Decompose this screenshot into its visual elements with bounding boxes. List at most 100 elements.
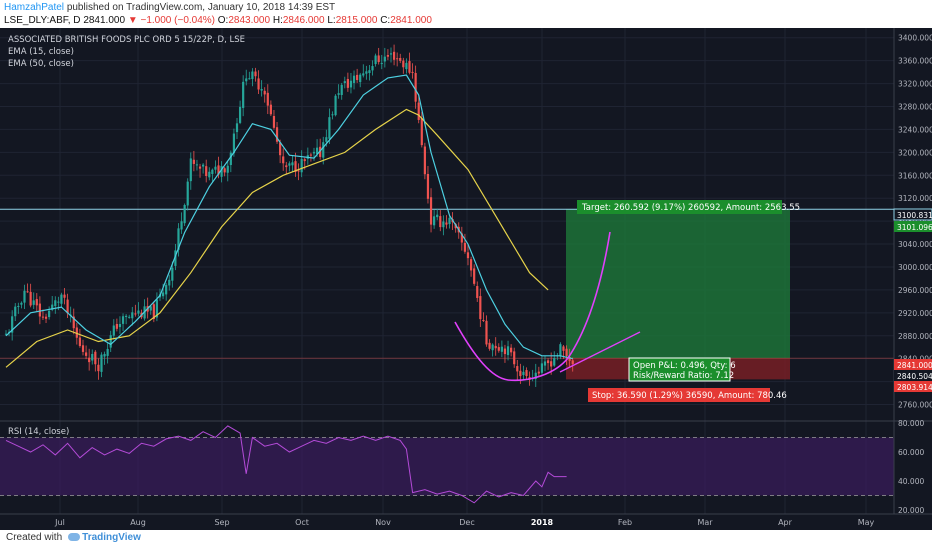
target-label: Target: 260.592 (9.17%) 260592, Amount: …: [581, 203, 800, 213]
candle-body: [192, 159, 195, 164]
price-tick-label: 2760.000: [898, 401, 932, 410]
candle-body: [41, 316, 45, 318]
price-tick-label: 3200.000: [898, 148, 932, 157]
candle-body: [285, 165, 288, 168]
created-with: Created with: [6, 532, 63, 543]
entry-tag-box: [894, 370, 932, 381]
publish-info: published on TradingView.com, January 10…: [66, 2, 336, 13]
open-pl-label: Open P&L: 0.496, Qty: 6: [633, 361, 736, 371]
candle-body: [149, 306, 152, 311]
candle-body: [312, 151, 316, 154]
candle-body: [217, 165, 220, 175]
down-arrow-icon: ▼: [127, 15, 138, 26]
candle-body: [396, 58, 399, 60]
time-tick-label: 2018: [531, 518, 554, 527]
candle-body: [177, 228, 180, 250]
candle-body: [223, 168, 226, 173]
trend-line[interactable]: [559, 331, 641, 373]
candle-body: [322, 142, 325, 158]
tradingview-logo-icon: [68, 533, 81, 542]
candle-body: [420, 118, 423, 146]
tradingview-link[interactable]: TradingView: [82, 532, 141, 543]
candle-body: [106, 348, 109, 356]
price-tick-label: 3000.000: [898, 263, 932, 272]
rsi-legend[interactable]: RSI (14, close): [8, 427, 69, 437]
candle-body: [525, 370, 528, 377]
candle-body: [88, 357, 91, 363]
price-tick-label: 3360.000: [898, 57, 932, 66]
candle-body: [118, 324, 122, 328]
candle-body: [337, 93, 340, 95]
candle-body: [94, 351, 97, 365]
grid: [0, 28, 894, 514]
target-tag: 3101.096: [897, 223, 932, 232]
candle-body: [402, 60, 405, 68]
rsi-axis[interactable]: 80.000 60.000 40.000 20.000: [898, 419, 924, 515]
pl-label-box: [628, 357, 731, 382]
candle-body: [20, 302, 23, 305]
candle-body: [426, 173, 430, 199]
price-tick-label: 3320.000: [898, 80, 932, 89]
candle-body: [266, 92, 269, 106]
candle-body: [448, 217, 451, 225]
candle-body: [180, 221, 183, 230]
candle-body: [165, 284, 168, 295]
open-value: 2843.000: [228, 15, 271, 26]
candle-body: [500, 346, 503, 352]
candle-body: [534, 372, 537, 379]
candle-body: [328, 117, 331, 139]
candle-body: [100, 354, 103, 372]
candle-body: [543, 361, 547, 366]
candle-body: [383, 56, 386, 62]
price-tick-label: 3280.000: [898, 103, 932, 112]
entry-tag: 2840.504: [897, 372, 932, 381]
candle-body: [189, 158, 192, 182]
time-tick-label: Dec: [459, 518, 474, 527]
candle-body: [245, 78, 248, 82]
candle-body: [171, 267, 174, 281]
candle-body: [291, 162, 294, 166]
candle-body: [11, 316, 14, 333]
ohlc-line: LSE_DLY:ABF, D 2841.000 ▼ −1.000 (−0.04%…: [4, 15, 432, 26]
bowl-curve[interactable]: [454, 231, 611, 382]
publish-line: HamzahPatel published on TradingView.com…: [4, 2, 335, 13]
candle-body: [346, 78, 349, 88]
rsi-band: [0, 437, 894, 496]
time-tick-label: Jul: [54, 518, 65, 527]
time-tick-label: Mar: [697, 518, 713, 527]
candle-body: [174, 250, 177, 266]
candle-body: [454, 224, 457, 229]
candle-body: [540, 363, 544, 373]
candle-body: [463, 242, 467, 252]
candle-body: [32, 300, 35, 305]
target-label-box: [577, 200, 782, 214]
candle-body: [303, 159, 306, 162]
chart-area[interactable]: Target: 260.592 (9.17%) 260592, Amount: …: [0, 28, 932, 530]
candle-body: [279, 142, 282, 156]
candle-body: [553, 358, 556, 366]
candle-body: [414, 72, 417, 102]
candle-body: [537, 371, 540, 374]
candle-body: [377, 55, 380, 63]
candle-body: [109, 335, 112, 348]
candle-body: [491, 344, 494, 351]
candle-body: [57, 301, 60, 303]
candle-body: [485, 320, 488, 345]
candle-body: [300, 158, 303, 173]
time-axis[interactable]: Jul Aug Sep Oct Nov Dec 2018 Feb Mar Apr May: [54, 518, 874, 527]
candle-body: [349, 80, 353, 88]
candle-body: [168, 279, 171, 286]
candle-body: [257, 78, 260, 90]
ema15-legend[interactable]: EMA (15, close): [8, 47, 74, 57]
price-tick-label: 3400.000: [898, 34, 932, 43]
author-link[interactable]: HamzahPatel: [4, 2, 65, 13]
candle-body: [522, 371, 525, 376]
candle-body: [374, 55, 377, 65]
ema50-legend[interactable]: EMA (50, close): [8, 59, 74, 69]
candle-body: [439, 216, 442, 228]
candle-body: [121, 316, 125, 324]
price-change: −1.000 (−0.04%): [140, 15, 216, 26]
candle-body: [51, 304, 54, 310]
candle-body: [331, 114, 334, 116]
price-tick-label: 3120.000: [898, 194, 932, 203]
